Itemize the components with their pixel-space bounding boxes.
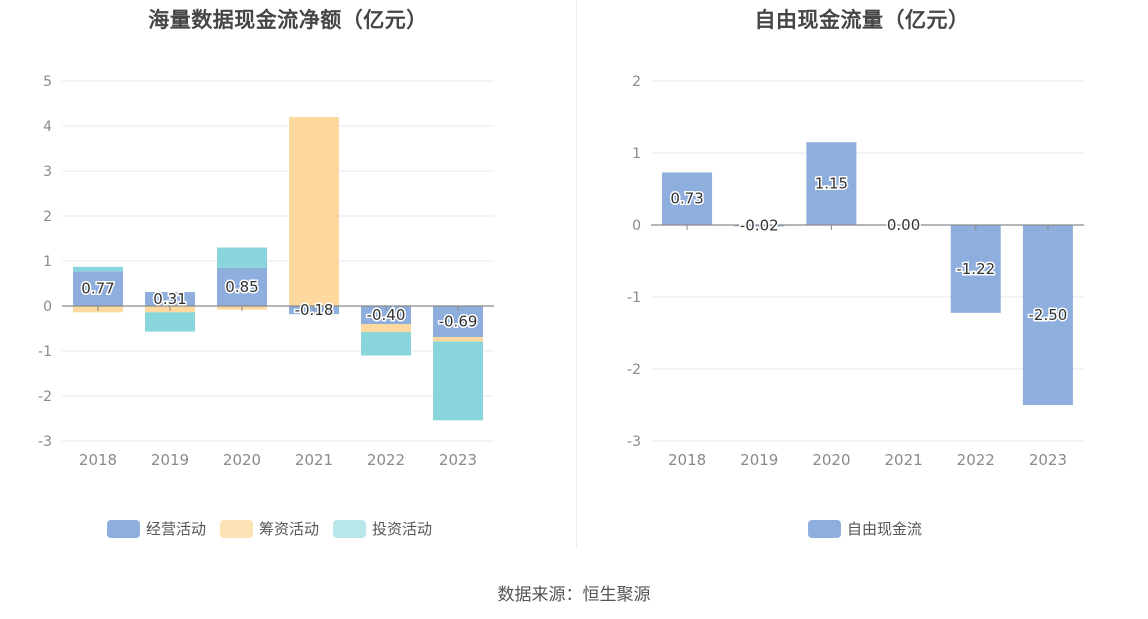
legend-label-operating: 经营活动 xyxy=(146,520,207,538)
left-bar-operating-2023 xyxy=(433,306,483,338)
right-ytick-label: 0 xyxy=(632,218,641,234)
left-bar-investing-2022 xyxy=(361,332,411,356)
left-ytick-label: 2 xyxy=(43,209,52,225)
left-bar-investing-2023 xyxy=(433,341,483,421)
legend-item-investing[interactable]: 投资活动 xyxy=(333,518,432,539)
left-xtick-label: 2022 xyxy=(367,451,405,469)
right-ytick-label: -2 xyxy=(627,362,641,378)
left-xtick-label: 2018 xyxy=(79,451,117,469)
left-bar-investing-2019 xyxy=(145,312,195,332)
right-bar-free_cf-2020 xyxy=(806,142,857,225)
right-ytick-label: 1 xyxy=(632,146,641,162)
left-data-label: -0.18 xyxy=(295,301,334,319)
left-ytick-label: 0 xyxy=(43,299,52,315)
legend-label-investing: 投资活动 xyxy=(372,520,433,538)
right-bar-free_cf-2022 xyxy=(950,225,1001,313)
left-ytick-label: 3 xyxy=(43,164,52,180)
right-xtick-label: 2018 xyxy=(668,451,706,469)
legend-swatch-free-cf xyxy=(808,519,841,538)
left-xtick-label: 2023 xyxy=(439,451,477,469)
right-bar-free_cf-2018 xyxy=(662,172,713,225)
left-data-label: 0.31 xyxy=(153,290,186,308)
left-bar-financing-2021 xyxy=(289,117,339,306)
left-chart-title: 海量数据现金流净额（亿元） xyxy=(148,8,428,32)
left-ytick-label: -1 xyxy=(38,344,52,360)
right-chart-legend: 自由现金流 xyxy=(808,518,922,539)
left-ytick-label: 5 xyxy=(43,74,52,90)
legend-item-free-cf[interactable]: 自由现金流 xyxy=(808,518,922,539)
left-bar-operating-2018 xyxy=(73,271,123,306)
left-chart-legend: 经营活动 筹资活动 投资活动 xyxy=(107,518,432,539)
legend-swatch-financing xyxy=(220,519,254,538)
left-bar-financing-2023 xyxy=(433,337,483,342)
right-data-label: 1.15 xyxy=(815,175,848,193)
legend-label-financing: 筹资活动 xyxy=(259,520,320,538)
left-xtick-label: 2021 xyxy=(295,451,333,469)
left-xtick-label: 2019 xyxy=(151,451,189,469)
right-ytick-label: -1 xyxy=(627,290,641,306)
left-bar-investing-2018 xyxy=(73,266,123,272)
right-data-label: -1.22 xyxy=(956,260,995,278)
left-bar-operating-2022 xyxy=(361,306,411,324)
legend-swatch-investing xyxy=(333,519,367,538)
right-chart-title: 自由现金流量（亿元） xyxy=(754,8,970,32)
right-xtick-label: 2019 xyxy=(740,451,778,469)
left-data-label: -0.69 xyxy=(439,313,478,331)
left-ytick-label: 1 xyxy=(43,254,52,270)
data-source: 数据来源：恒生聚源 xyxy=(497,585,651,605)
chart-divider xyxy=(576,0,577,548)
legend-item-operating[interactable]: 经营活动 xyxy=(107,518,206,539)
right-ytick-label: 2 xyxy=(632,74,641,90)
left-bar-operating-2020 xyxy=(217,267,267,306)
right-bar-free_cf-2023 xyxy=(1022,225,1073,405)
right-xtick-label: 2021 xyxy=(884,451,922,469)
right-data-label: 0.00 xyxy=(887,216,920,234)
left-bar-financing-2022 xyxy=(361,324,411,333)
left-ytick-label: -2 xyxy=(38,389,52,405)
right-xtick-label: 2020 xyxy=(812,451,850,469)
left-data-label: -0.40 xyxy=(367,306,406,324)
legend-item-financing[interactable]: 筹资活动 xyxy=(220,518,319,539)
legend-label-free-cf: 自由现金流 xyxy=(847,520,923,538)
right-xtick-label: 2022 xyxy=(957,451,995,469)
left-xtick-label: 2020 xyxy=(223,451,261,469)
right-data-label: 0.73 xyxy=(670,190,703,208)
left-ytick-label: 4 xyxy=(43,119,52,135)
charts-canvas: 5 4 3 2 1 0 -1 -2 -3 2018 2019 2020 2021 2022 2023 0.77… xyxy=(38,74,1084,469)
right-data-label: -0.02 xyxy=(740,217,779,235)
right-ytick-label: -3 xyxy=(627,434,641,450)
legend-swatch-operating xyxy=(107,519,140,538)
right-data-label: -2.50 xyxy=(1029,306,1068,324)
left-data-label: 0.77 xyxy=(81,280,114,298)
right-xtick-label: 2023 xyxy=(1029,451,1067,469)
left-bar-operating-2019 xyxy=(145,292,195,306)
left-data-label: 0.85 xyxy=(225,278,258,296)
left-ytick-label: -3 xyxy=(38,434,52,450)
left-bar-investing-2020 xyxy=(217,247,267,268)
